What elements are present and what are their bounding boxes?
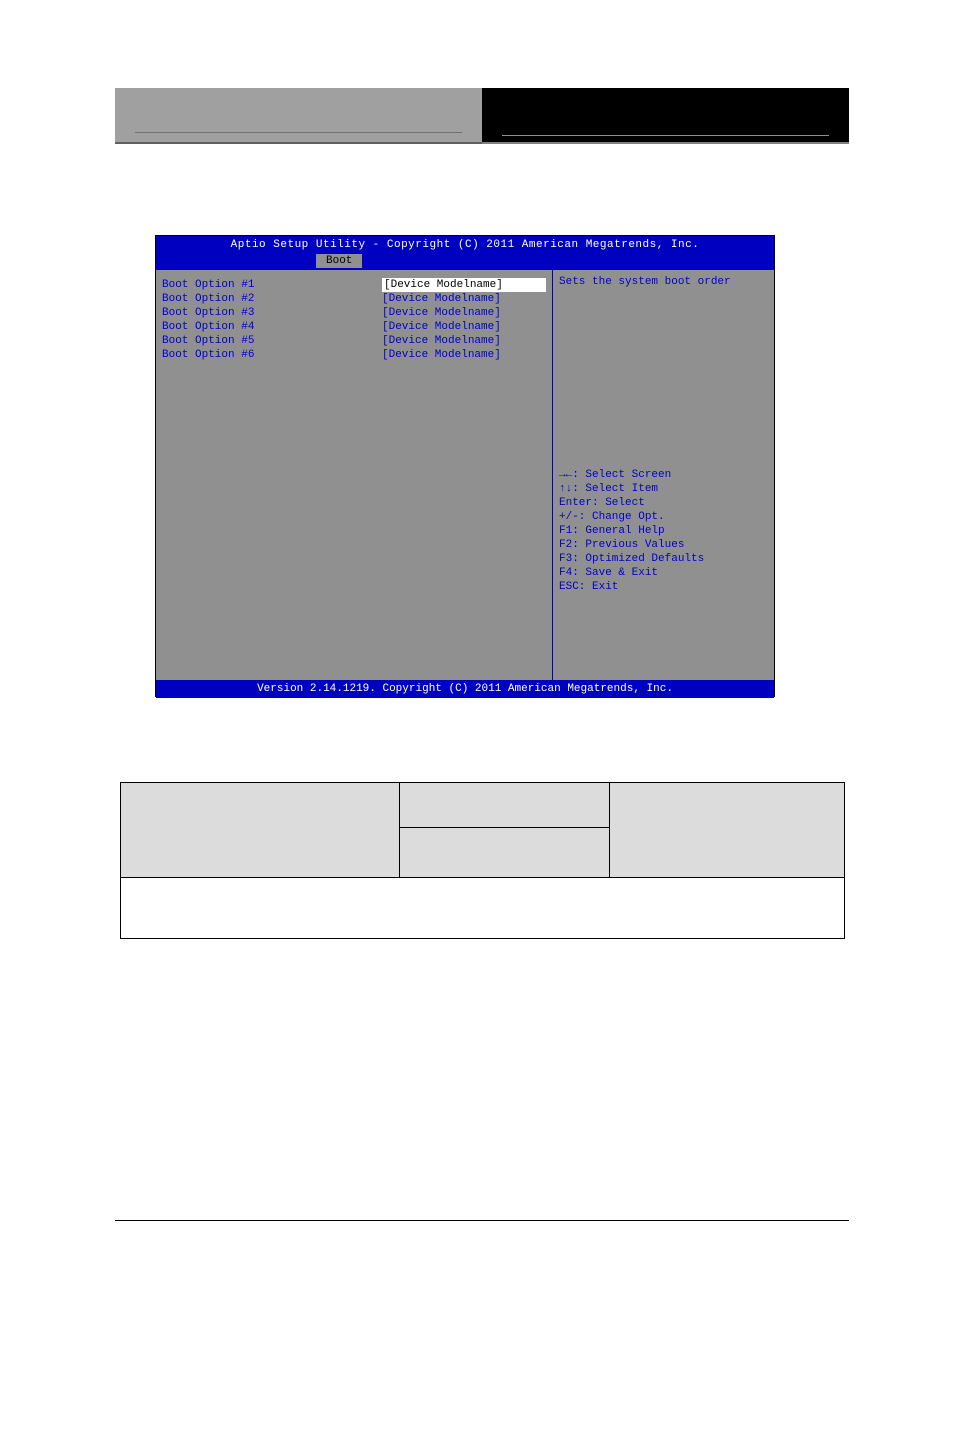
- boot-option-row[interactable]: Boot Option #6 [Device Modelname]: [156, 348, 552, 362]
- bios-options-panel: Boot Option #1 [Device Modelname] Boot O…: [156, 270, 553, 680]
- boot-option-value: [Device Modelname]: [382, 348, 542, 362]
- header-right-block: [482, 88, 849, 144]
- table-header-options-top: [400, 783, 609, 828]
- keyhelp-line: Enter: Select: [559, 496, 704, 510]
- keyhelp-line: ESC: Exit: [559, 580, 704, 594]
- table-header-options-bottom: [400, 828, 609, 876]
- tab-boot[interactable]: Boot: [316, 254, 362, 268]
- header-left-underline: [135, 96, 462, 133]
- bios-key-help: →←: Select Screen ↑↓: Select Item Enter:…: [559, 468, 704, 594]
- keyhelp-line: F3: Optimized Defaults: [559, 552, 704, 566]
- boot-option-label: Boot Option #2: [162, 292, 382, 306]
- boot-option-label: Boot Option #4: [162, 320, 382, 334]
- page-header-bar: [115, 88, 849, 144]
- boot-option-value: [Device Modelname]: [382, 306, 542, 320]
- table-body-cell: [121, 878, 845, 939]
- table-header-description: [610, 783, 845, 878]
- bios-body: Boot Option #1 [Device Modelname] Boot O…: [156, 270, 774, 680]
- bios-titlebar: Aptio Setup Utility - Copyright (C) 2011…: [156, 236, 774, 254]
- table-header-row: [121, 783, 845, 878]
- footer-rule: [115, 1220, 849, 1221]
- boot-option-value: [Device Modelname]: [382, 292, 542, 306]
- header-right-underline: [502, 135, 829, 136]
- keyhelp-line: →←: Select Screen: [559, 468, 704, 482]
- boot-option-label: Boot Option #1: [162, 278, 382, 292]
- bios-footer: Version 2.14.1219. Copyright (C) 2011 Am…: [156, 680, 774, 698]
- boot-option-row[interactable]: Boot Option #1 [Device Modelname]: [156, 278, 552, 292]
- bios-help-description: Sets the system boot order: [559, 276, 768, 288]
- boot-option-label: Boot Option #3: [162, 306, 382, 320]
- boot-option-value: [Device Modelname]: [382, 278, 546, 292]
- table-header-options: [400, 783, 610, 878]
- keyhelp-line: +/-: Change Opt.: [559, 510, 704, 524]
- table-header-item: [121, 783, 400, 878]
- boot-option-label: Boot Option #5: [162, 334, 382, 348]
- header-left-block: [115, 88, 482, 144]
- boot-option-value: [Device Modelname]: [382, 334, 542, 348]
- keyhelp-line: F2: Previous Values: [559, 538, 704, 552]
- bios-tab-row: Boot: [156, 254, 774, 270]
- description-table: [120, 782, 845, 939]
- bios-help-panel: Sets the system boot order →←: Select Sc…: [553, 270, 774, 680]
- keyhelp-line: F4: Save & Exit: [559, 566, 704, 580]
- boot-option-row[interactable]: Boot Option #3 [Device Modelname]: [156, 306, 552, 320]
- keyhelp-line: ↑↓: Select Item: [559, 482, 704, 496]
- keyhelp-line: F1: General Help: [559, 524, 704, 538]
- boot-option-row[interactable]: Boot Option #2 [Device Modelname]: [156, 292, 552, 306]
- boot-option-label: Boot Option #6: [162, 348, 382, 362]
- boot-option-row[interactable]: Boot Option #5 [Device Modelname]: [156, 334, 552, 348]
- boot-option-value: [Device Modelname]: [382, 320, 542, 334]
- bios-window: Aptio Setup Utility - Copyright (C) 2011…: [155, 235, 775, 697]
- table-body-row: [121, 878, 845, 939]
- boot-option-row[interactable]: Boot Option #4 [Device Modelname]: [156, 320, 552, 334]
